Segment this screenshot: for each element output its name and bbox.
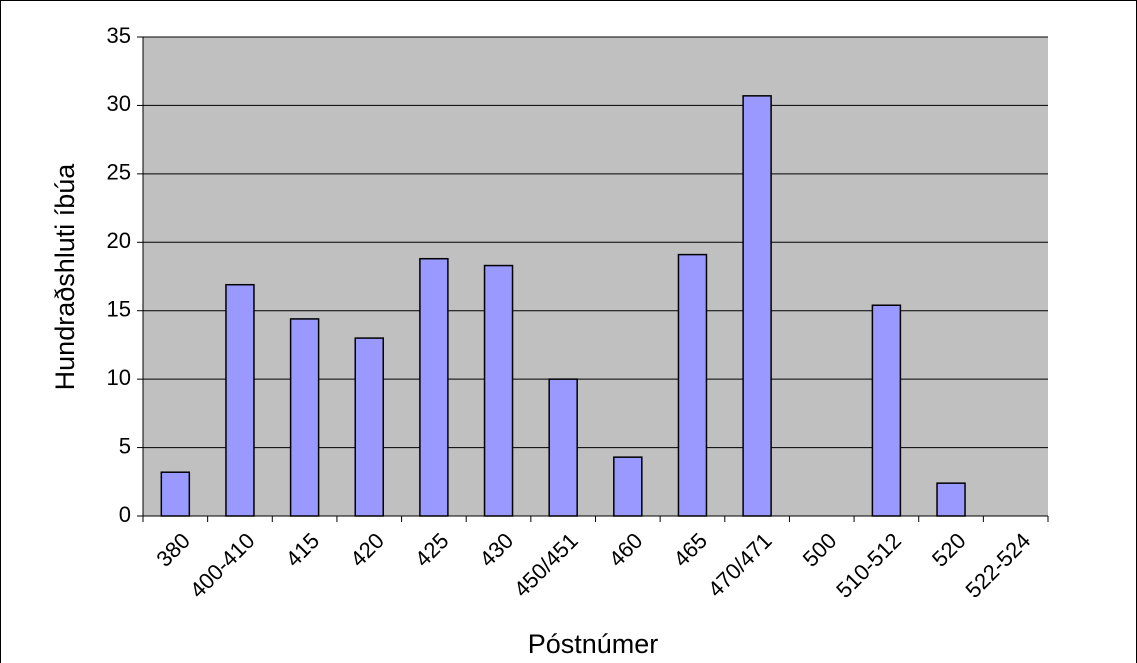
bar <box>160 471 191 517</box>
y-axis-label: Hundraðshluti íbúa <box>50 163 80 391</box>
bar <box>871 304 902 517</box>
x-tick-label: 465 <box>668 528 712 572</box>
x-tick-label: 470/471 <box>703 528 777 602</box>
x-tick-label: 415 <box>281 528 325 572</box>
x-axis-label: Póstnúmer <box>528 629 659 659</box>
y-tick-label: 35 <box>107 23 131 48</box>
y-tick-label: 30 <box>107 91 131 116</box>
bar <box>354 337 384 517</box>
y-tick-label: 10 <box>107 365 131 390</box>
x-tick-label: 520 <box>927 528 971 572</box>
bar <box>936 482 966 517</box>
bar <box>677 253 708 517</box>
y-tick-label: 5 <box>119 433 131 458</box>
bar <box>548 378 578 517</box>
x-tick-label: 522-524 <box>961 528 1036 603</box>
bar <box>289 318 320 517</box>
x-tick-label: 460 <box>604 528 648 572</box>
bar <box>483 264 514 517</box>
y-tick-label: 25 <box>107 160 131 185</box>
y-tick-label: 15 <box>107 297 131 322</box>
x-tick-label: 500 <box>798 528 842 572</box>
bar <box>613 456 643 517</box>
x-tick-label: 510-512 <box>831 528 906 603</box>
bar <box>225 283 255 517</box>
bar <box>419 257 449 517</box>
y-tick-label: 20 <box>107 228 131 253</box>
x-tick-label: 450/451 <box>509 528 583 602</box>
x-tick-label: 380 <box>151 528 195 572</box>
bar <box>742 95 772 517</box>
plot-area <box>143 37 1048 516</box>
x-tick-label: 425 <box>410 528 454 572</box>
x-tick-label: 400-410 <box>185 528 260 603</box>
x-tick-label: 420 <box>345 528 389 572</box>
x-tick-label: 430 <box>475 528 519 572</box>
y-tick-label: 0 <box>119 502 131 527</box>
